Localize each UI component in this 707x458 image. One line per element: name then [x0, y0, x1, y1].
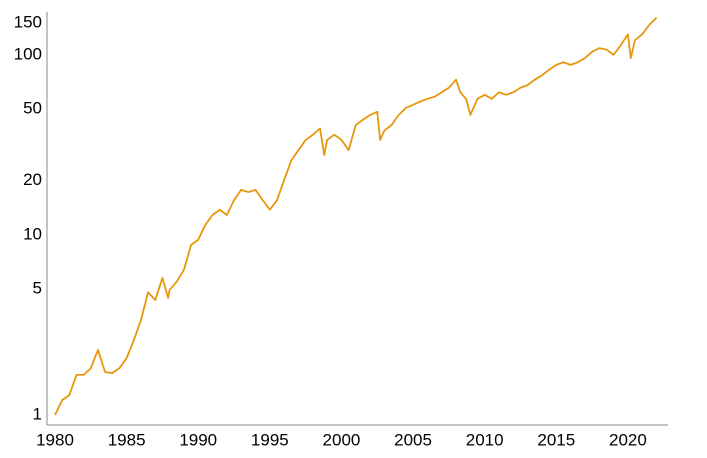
y-tick-label: 5 [33, 279, 42, 298]
y-tick-label: 100 [14, 44, 42, 63]
x-tick-label: 1995 [251, 430, 289, 449]
price-line [54, 16, 658, 416]
x-tick-label: 1990 [179, 430, 217, 449]
y-tick-label: 10 [23, 224, 42, 243]
y-tick-label: 20 [23, 170, 42, 189]
x-tick-label: 2020 [609, 430, 647, 449]
x-tick-label: 2015 [537, 430, 575, 449]
x-tick-label: 2010 [466, 430, 504, 449]
x-tick-label: 2005 [394, 430, 432, 449]
x-tick-label: 1985 [108, 430, 146, 449]
x-tick-label: 2000 [323, 430, 361, 449]
y-tick-label: 50 [23, 99, 42, 118]
y-tick-label: 1 [33, 404, 42, 423]
y-tick-label: 150 [14, 13, 42, 32]
x-tick-label: 1980 [36, 430, 74, 449]
